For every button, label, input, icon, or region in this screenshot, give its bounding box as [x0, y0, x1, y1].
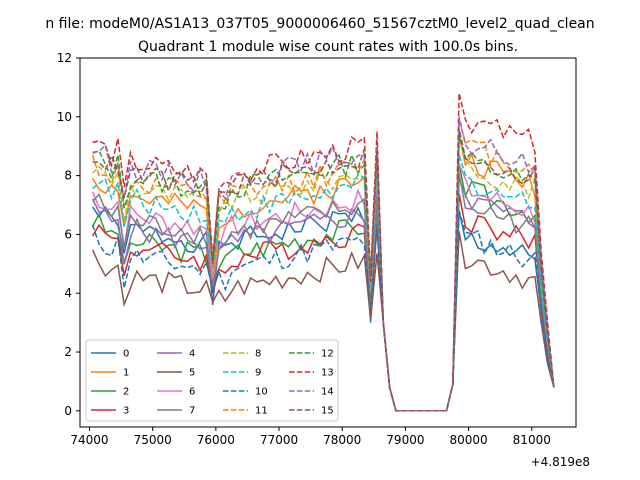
y-tick-label: 12 — [57, 51, 72, 65]
series-line-14 — [92, 116, 555, 412]
series-line-0 — [91, 205, 555, 412]
series-line-13 — [92, 93, 555, 412]
legend-label-5: 5 — [189, 368, 195, 379]
y-tick-label: 4 — [64, 286, 72, 300]
legend-label-10: 10 — [255, 387, 268, 398]
series-line-12 — [92, 134, 555, 412]
legend-label-11: 11 — [255, 406, 268, 417]
series-line-3 — [91, 193, 555, 412]
y-tick-label: 6 — [64, 227, 72, 241]
y-tick-label: 8 — [64, 169, 72, 183]
legend-label-6: 6 — [189, 387, 195, 398]
x-tick-label: 76000 — [197, 433, 235, 447]
series-line-5 — [91, 231, 555, 412]
legend-label-2: 2 — [123, 387, 129, 398]
axes-frame — [79, 57, 577, 428]
series-lines — [91, 93, 555, 412]
legend-label-15: 15 — [321, 406, 334, 417]
legend-label-13: 13 — [321, 368, 334, 379]
x-offset-label: +4.819e8 — [531, 455, 590, 469]
y-axis: 0 2 4 6 8 10 12 — [57, 51, 80, 418]
y-tick-label: 0 — [64, 404, 72, 418]
legend-frame — [85, 339, 339, 422]
x-tick-label: 81000 — [513, 433, 551, 447]
x-axis: 74000 75000 76000 77000 78000 79000 80000 81000 — [70, 427, 551, 447]
x-tick-label: 74000 — [70, 433, 108, 447]
chart-title: Quadrant 1 module wise count rates with … — [138, 39, 518, 55]
x-tick-label: 80000 — [449, 433, 487, 447]
series-line-1 — [91, 134, 555, 412]
x-tick-label: 77000 — [260, 433, 298, 447]
figure-suptitle: n file: modeM0/AS1A13_037T05_9000006460_… — [45, 16, 594, 32]
x-tick-label: 79000 — [386, 433, 424, 447]
x-tick-label: 75000 — [134, 433, 172, 447]
y-tick-label: 2 — [64, 345, 72, 359]
legend-label-7: 7 — [189, 406, 195, 417]
legend-label-4: 4 — [189, 349, 195, 360]
legend-label-8: 8 — [255, 349, 261, 360]
series-line-10 — [91, 210, 555, 412]
series-line-7 — [92, 178, 555, 412]
series-line-15 — [92, 128, 555, 412]
x-tick-label: 78000 — [323, 433, 361, 447]
legend-label-3: 3 — [123, 406, 129, 417]
legend-label-0: 0 — [123, 349, 129, 360]
series-line-9 — [92, 154, 555, 412]
legend-label-14: 14 — [321, 387, 334, 398]
y-tick-label: 10 — [57, 110, 72, 124]
series-line-11 — [91, 119, 555, 412]
legend-label-12: 12 — [321, 349, 334, 360]
legend-label-9: 9 — [255, 368, 261, 379]
legend-label-1: 1 — [123, 368, 129, 379]
